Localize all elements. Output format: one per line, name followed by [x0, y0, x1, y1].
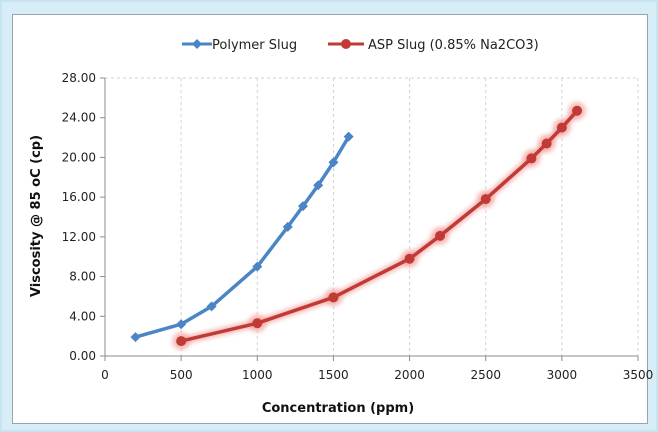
x-tick-label: 1000	[242, 368, 273, 382]
y-tick-label: 8.00	[69, 270, 96, 284]
data-point	[328, 292, 339, 303]
data-point	[435, 230, 446, 241]
data-point	[480, 194, 491, 205]
legend-label: ASP Slug (0.85% Na2CO3)	[368, 38, 539, 53]
x-tick-label: 1500	[318, 368, 349, 382]
y-tick-label: 12.00	[62, 230, 96, 244]
y-tick-label: 24.00	[62, 111, 96, 125]
data-point	[526, 153, 537, 164]
y-tick-label: 4.00	[69, 309, 96, 323]
legend: Polymer Slug ASP Slug (0.85% Na2CO3)	[182, 38, 539, 53]
x-tick-label: 500	[170, 368, 193, 382]
data-point	[572, 105, 583, 116]
legend-swatch-marker	[341, 39, 351, 49]
legend-swatch-marker	[192, 39, 202, 49]
y-tick-label: 16.00	[62, 190, 96, 204]
data-point	[252, 318, 263, 329]
data-point	[176, 319, 187, 330]
data-point	[556, 122, 567, 133]
series-group	[130, 101, 587, 351]
data-point	[176, 336, 187, 347]
grid	[105, 77, 639, 356]
data-point	[130, 332, 141, 343]
data-point	[313, 180, 324, 191]
y-tick-label: 20.00	[62, 150, 96, 164]
y-tick-label: 28.00	[62, 71, 96, 85]
x-tick-label: 3500	[623, 368, 654, 382]
axes: 0 500 1000 1500 2000 2500 3000 3500 0.00 4.00 8.00…	[62, 71, 654, 382]
x-tick-label: 2000	[394, 368, 425, 382]
y-axis-title: Viscosity @ 85 oC (cp)	[29, 135, 44, 297]
data-point	[343, 131, 354, 142]
data-point	[252, 261, 263, 272]
legend-label: Polymer Slug	[212, 38, 297, 53]
data-point	[541, 138, 552, 149]
data-point	[404, 253, 415, 264]
x-tick-label: 2500	[470, 368, 501, 382]
data-point	[206, 301, 217, 312]
x-axis-title: Concentration (ppm)	[262, 401, 414, 416]
data-point	[328, 157, 339, 168]
y-tick-label: 0.00	[69, 349, 96, 363]
x-tick-label: 3000	[547, 368, 578, 382]
data-point	[297, 201, 308, 212]
x-tick-label: 0	[101, 368, 109, 382]
series-glow	[180, 108, 581, 345]
data-point	[282, 221, 293, 232]
series-line-1	[180, 109, 579, 343]
